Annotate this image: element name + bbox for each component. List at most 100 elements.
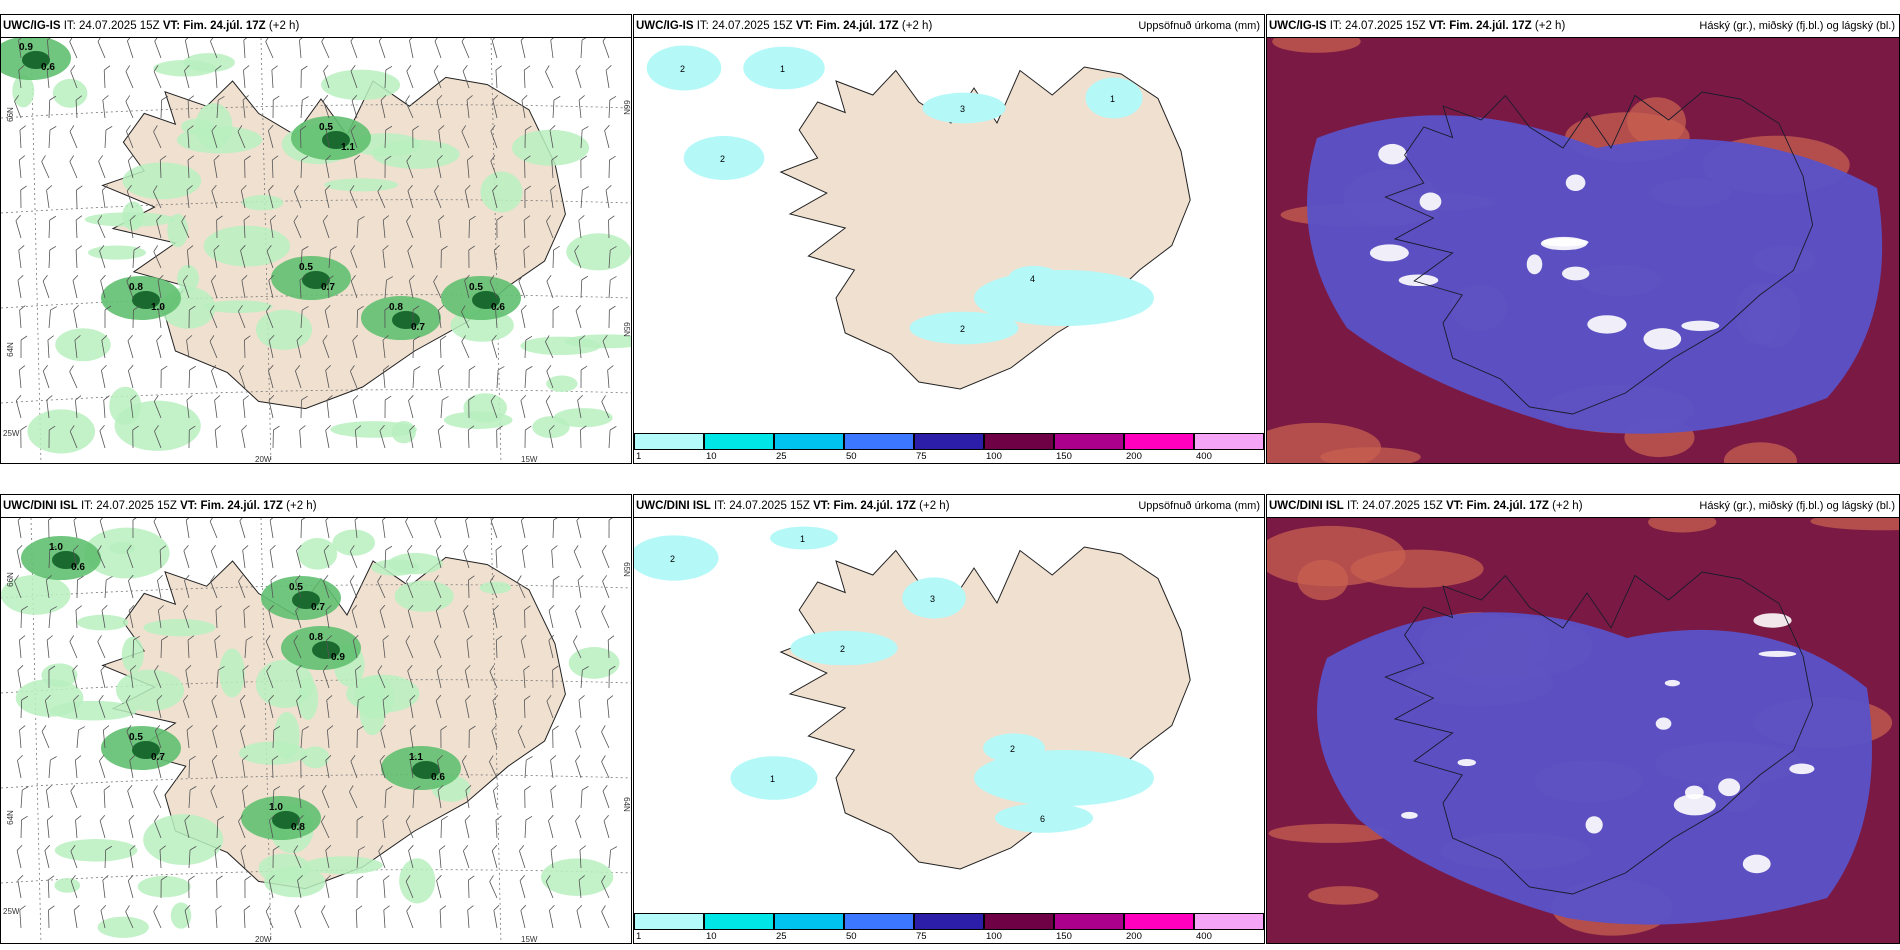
- wind-barb: [18, 365, 26, 389]
- wind-barb-staff: [97, 221, 106, 239]
- accum-value-label: 1: [770, 774, 775, 784]
- wind-barb-feather: [548, 814, 554, 821]
- wind-barb: [351, 94, 358, 119]
- accum-value-label: 1: [780, 64, 785, 74]
- wind-barb-feather: [573, 545, 579, 552]
- wind-barb-staff: [268, 280, 274, 299]
- wind-barb-staff: [46, 400, 50, 419]
- wind-barb: [435, 694, 442, 719]
- wind-barb-staff: [272, 790, 275, 809]
- wind-barb: [73, 518, 80, 539]
- wind-barb-staff: [356, 700, 359, 719]
- wind-barb: [69, 425, 78, 449]
- wind-barb-staff: [604, 130, 610, 149]
- wind-barb-feather: [127, 334, 133, 341]
- wind-barb-staff: [384, 790, 387, 809]
- wind-barb: [271, 155, 279, 179]
- precip-area: [564, 334, 631, 349]
- wind-barb-staff: [75, 220, 78, 239]
- wind-barb-feather: [461, 125, 467, 132]
- wind-barb-staff: [209, 341, 218, 359]
- wind-barb-feather: [105, 576, 113, 581]
- legend-swatch: [1124, 913, 1194, 930]
- wind-barb-staff: [100, 670, 106, 689]
- wind-barb-staff: [127, 160, 134, 179]
- wind-barb-feather: [272, 155, 279, 161]
- wind-barb-feather: [461, 755, 467, 762]
- wind-barb-feather: [212, 724, 218, 731]
- wind-barb: [69, 125, 78, 149]
- wind-barb-feather: [133, 635, 140, 641]
- wind-barb-staff: [493, 250, 498, 269]
- wind-barb-staff: [573, 641, 582, 659]
- wind-barb-feather: [128, 814, 135, 821]
- wind-barb: [377, 185, 386, 209]
- wind-barb: [153, 125, 162, 149]
- wind-barb: [153, 518, 162, 539]
- wind-barb-staff: [405, 641, 414, 659]
- wind-barb: [74, 755, 82, 779]
- wind-barb-feather: [490, 518, 496, 522]
- wind-barb-feather: [97, 635, 102, 642]
- wind-barb: [382, 365, 390, 389]
- valid-time: VT: Fim. 24.júl. 17Z: [180, 500, 283, 512]
- wind-barb-staff: [295, 580, 302, 599]
- wind-barb-staff: [300, 159, 303, 179]
- accum-value-label: 2: [960, 324, 965, 334]
- wind-barb-staff: [18, 160, 22, 179]
- accum-precip-area: [922, 92, 1006, 124]
- wind-barb-staff: [239, 730, 246, 749]
- wind-barb-feather: [299, 38, 306, 41]
- wind-barb-staff: [495, 70, 498, 89]
- wind-barb-feather: [524, 185, 532, 191]
- wind-barb-staff: [210, 41, 218, 59]
- wind-barb: [325, 844, 332, 869]
- wind-barb-feather: [355, 665, 362, 671]
- wind-barb-feather: [382, 335, 389, 341]
- wind-barb: [16, 844, 23, 869]
- wind-barb-staff: [188, 759, 190, 779]
- wind-barb-feather: [153, 395, 159, 402]
- wind-barb: [297, 815, 304, 839]
- wind-barb-feather: [161, 95, 169, 101]
- wind-barb: [325, 518, 332, 539]
- wind-barb-staff: [46, 640, 50, 659]
- wind-barb-feather: [497, 366, 505, 371]
- legend-swatch: [704, 433, 774, 450]
- precip-value-label: 0.5: [289, 582, 303, 593]
- wind-barb-feather: [325, 605, 332, 611]
- wind-barb-feather: [126, 725, 132, 732]
- precip-area: [41, 663, 78, 688]
- wind-barb-feather: [609, 305, 616, 311]
- wind-barb-feather: [301, 518, 308, 521]
- wind-barb-staff: [268, 400, 274, 419]
- wind-barb-feather: [295, 574, 301, 582]
- wind-barb-feather: [575, 754, 581, 762]
- wind-barb: [242, 755, 249, 779]
- wind-barb: [214, 425, 222, 449]
- wind-barb: [47, 335, 54, 359]
- wind-barb: [183, 544, 190, 569]
- wind-barb: [523, 65, 531, 89]
- wind-barb-staff: [211, 760, 218, 779]
- wind-barb: [354, 425, 362, 449]
- wind-barb-feather: [269, 874, 275, 881]
- wind-barb: [466, 635, 473, 659]
- wind-barb-feather: [70, 845, 76, 852]
- wind-barb: [100, 904, 107, 929]
- wind-barb-staff: [602, 581, 610, 599]
- wind-barb-feather: [384, 305, 392, 311]
- wind-barb-feather: [437, 425, 444, 431]
- wind-barb-feather: [519, 844, 525, 852]
- wind-barb-feather: [41, 155, 46, 162]
- wind-barb-feather: [406, 215, 411, 222]
- wind-barb-feather: [549, 424, 555, 431]
- wind-barb-staff: [349, 191, 358, 209]
- mid-cloud-area: [1627, 97, 1686, 147]
- wind-barb: [322, 94, 330, 119]
- wind-barb-feather: [215, 65, 222, 71]
- wind-barb-staff: [608, 250, 611, 269]
- wind-barb-feather: [523, 245, 530, 251]
- wind-barb: [130, 395, 137, 419]
- wind-barb: [243, 38, 250, 59]
